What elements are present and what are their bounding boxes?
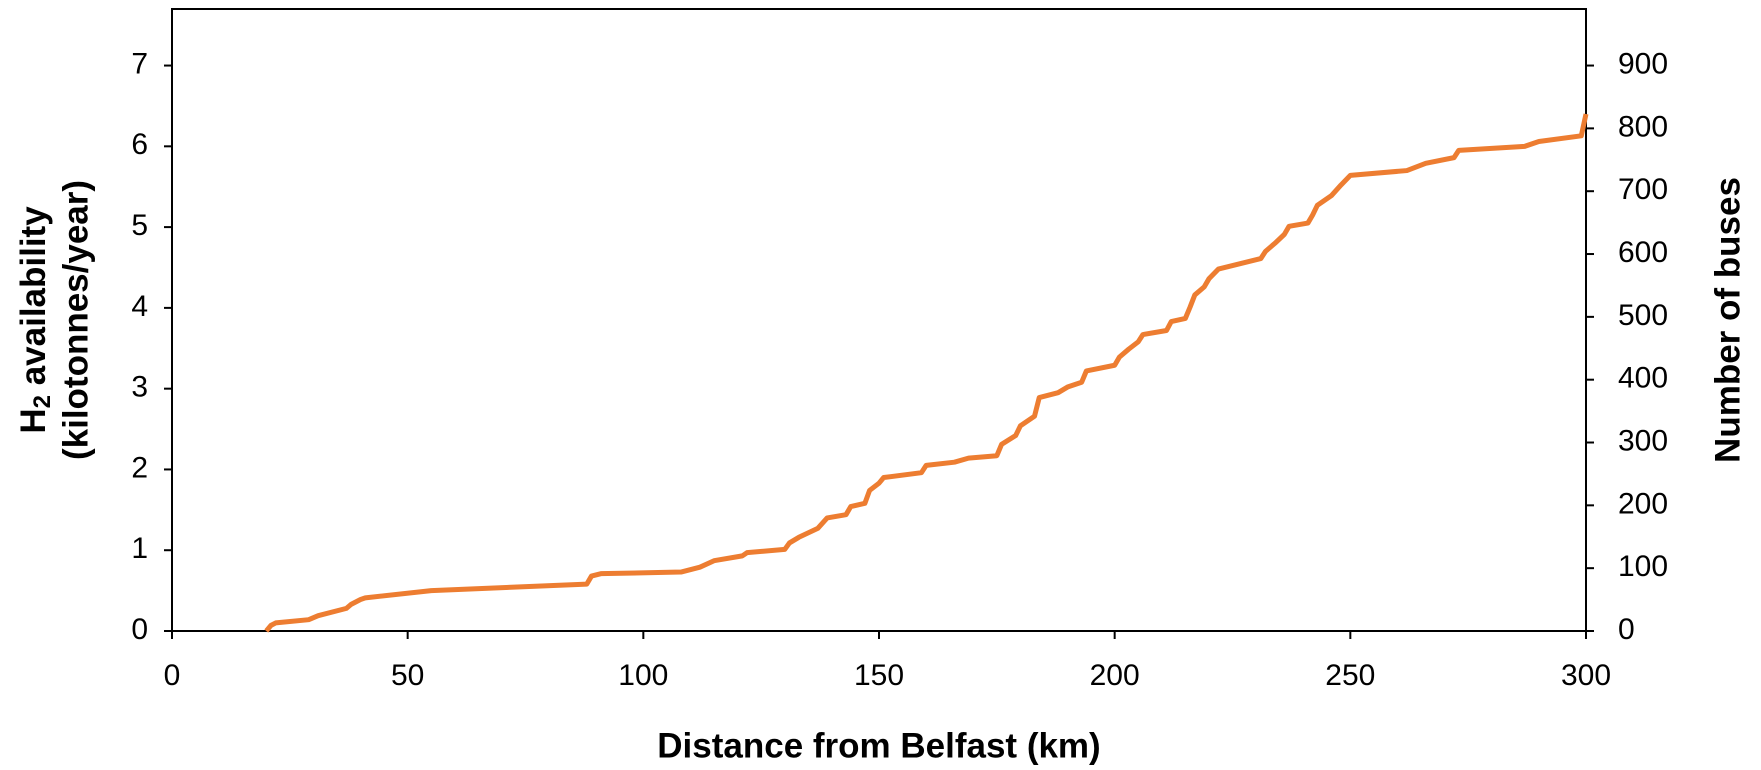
y2-axis-title: Number of buses bbox=[1708, 177, 1747, 463]
data-line bbox=[264, 113, 1589, 633]
x-tick-label: 100 bbox=[618, 659, 668, 692]
x-tick-label: 0 bbox=[164, 659, 181, 692]
y2-tick-label: 300 bbox=[1618, 424, 1668, 457]
y2-tick-label: 100 bbox=[1618, 550, 1668, 583]
y2-tick-label: 900 bbox=[1618, 47, 1668, 80]
y2-tick-label: 400 bbox=[1618, 362, 1668, 395]
y-tick-label: 2 bbox=[131, 451, 148, 484]
x-tick-label: 200 bbox=[1090, 659, 1140, 692]
y-tick-label: 7 bbox=[131, 47, 148, 80]
x-tick-label: 150 bbox=[854, 659, 904, 692]
y-tick-label: 1 bbox=[131, 532, 148, 565]
y-tick-label: 6 bbox=[131, 128, 148, 161]
y-tick-label: 0 bbox=[131, 613, 148, 646]
y-axis-title-line2: (kilotonnes/year) bbox=[56, 180, 95, 460]
plot-frame bbox=[171, 8, 1587, 632]
y-tick-label: 3 bbox=[131, 371, 148, 404]
x-tick-label: 250 bbox=[1325, 659, 1375, 692]
y2-tick-label: 0 bbox=[1618, 613, 1635, 646]
x-tick-label: 50 bbox=[391, 659, 424, 692]
y-axis-title-rest: availability bbox=[14, 206, 53, 395]
y-tick-label: 4 bbox=[131, 290, 148, 323]
y2-tick-label: 200 bbox=[1618, 487, 1668, 520]
y2-tick-label: 600 bbox=[1618, 236, 1668, 269]
y2-tick-label: 800 bbox=[1618, 110, 1668, 143]
y2-tick-label: 700 bbox=[1618, 173, 1668, 206]
y-tick-label: 5 bbox=[131, 209, 148, 242]
y-axis-title-main: H bbox=[14, 408, 53, 433]
y2-tick-label: 500 bbox=[1618, 299, 1668, 332]
x-tick-label: 300 bbox=[1561, 659, 1611, 692]
y-axis-title-sub: 2 bbox=[29, 395, 56, 408]
y-axis-title: H2 availability bbox=[14, 206, 56, 434]
x-axis-title: Distance from Belfast (km) bbox=[657, 726, 1100, 765]
